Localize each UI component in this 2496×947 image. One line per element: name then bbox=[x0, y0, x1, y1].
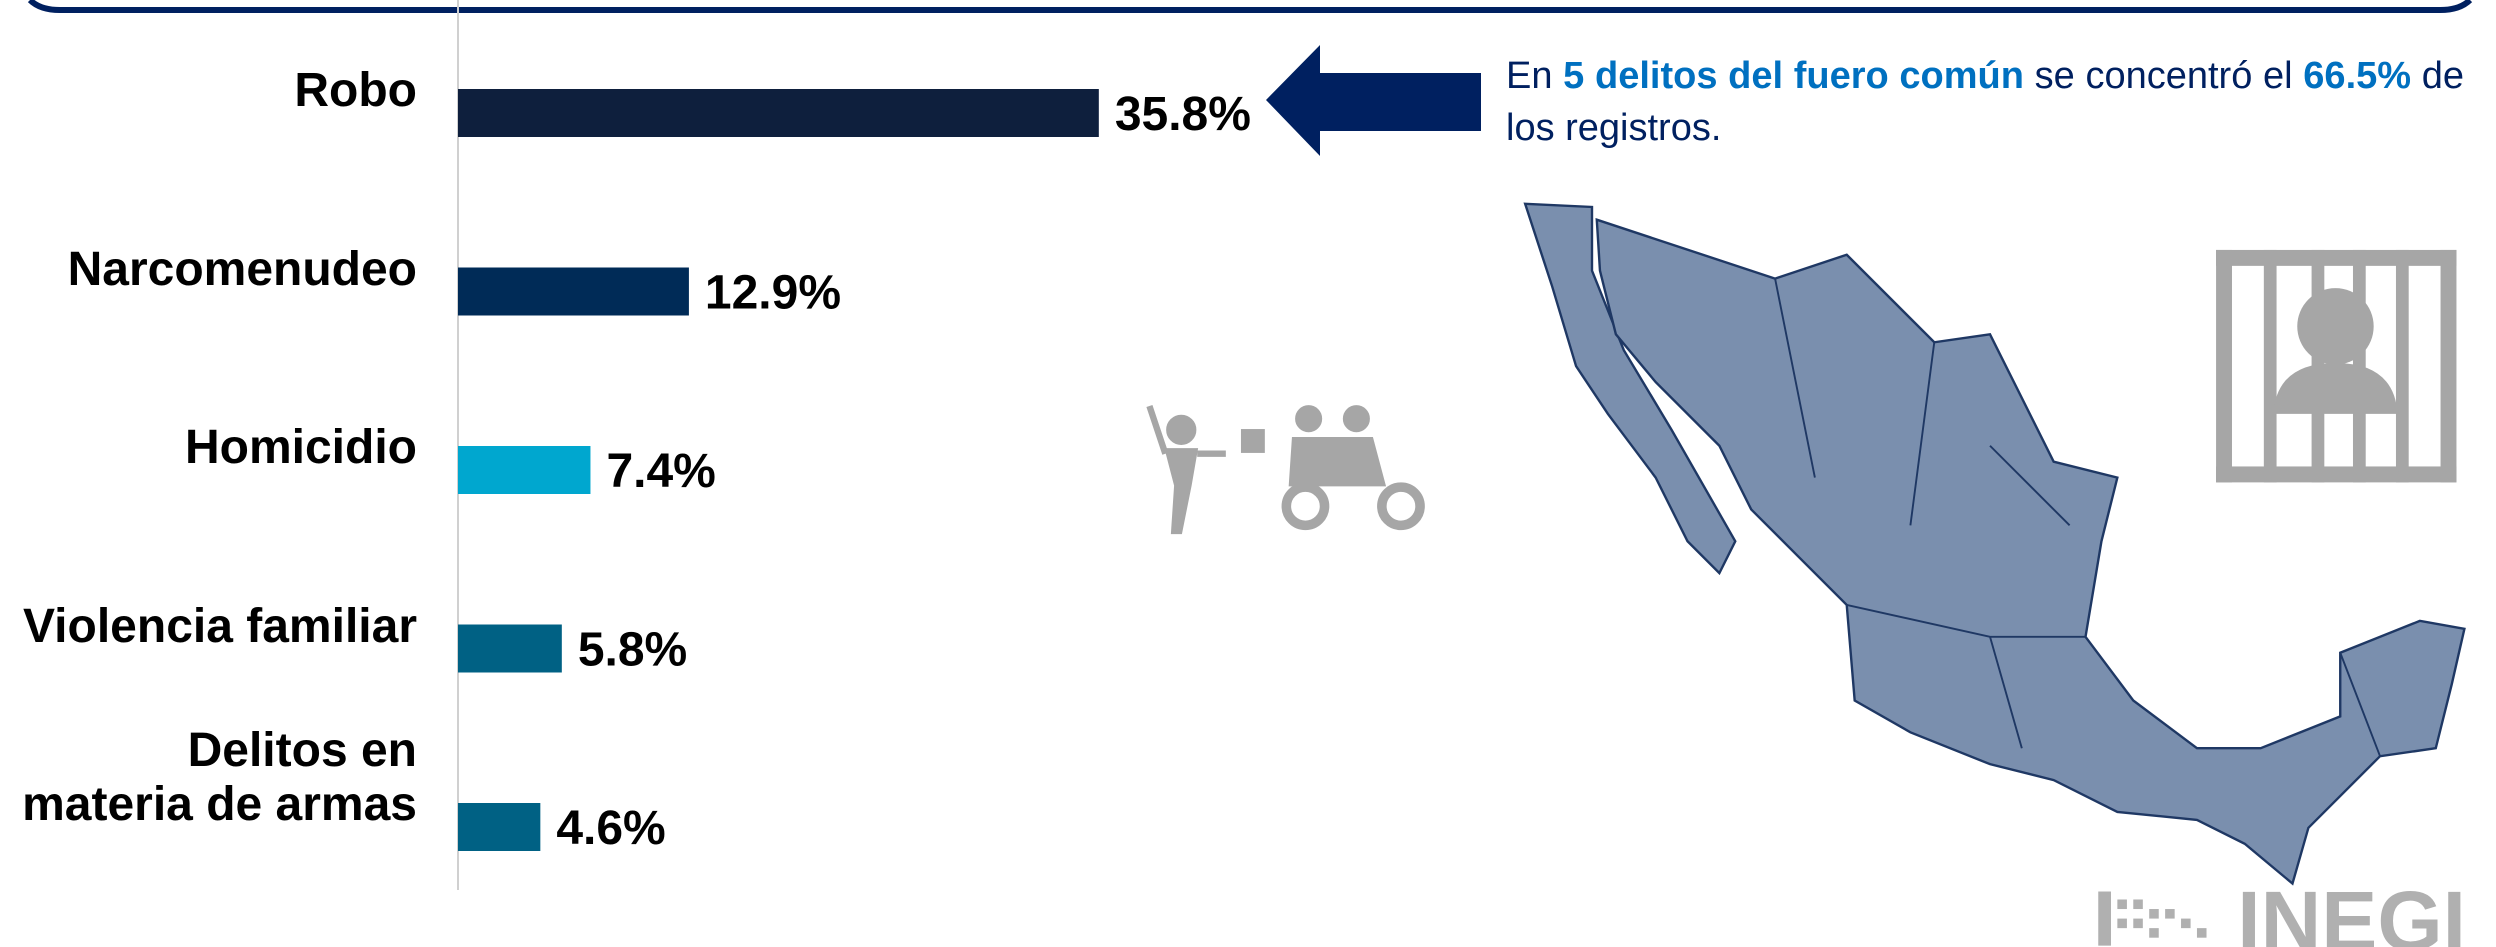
annotation-highlight: 5 delitos del fuero común bbox=[1563, 55, 2024, 97]
map bbox=[1146, 202, 2466, 946]
value-label: 4.6% bbox=[556, 802, 665, 855]
category-label: Homicidio bbox=[184, 421, 417, 474]
bar bbox=[458, 803, 541, 851]
category-label: Delitos en materia de armas bbox=[22, 724, 417, 831]
annotation-text: se concentró el bbox=[2023, 55, 2304, 97]
annotation-text: de los registros. bbox=[1506, 55, 2464, 149]
category-label: Robo bbox=[294, 64, 417, 117]
jail-icon bbox=[2216, 249, 2457, 483]
bar bbox=[458, 446, 591, 494]
bar bbox=[458, 624, 562, 673]
map-borders bbox=[1774, 278, 2381, 757]
arrow bbox=[1266, 45, 1481, 156]
value-label: 5.8% bbox=[578, 624, 687, 677]
bar bbox=[458, 89, 1099, 137]
annotation-highlight: 66.5% bbox=[2303, 55, 2412, 97]
map-baja bbox=[1523, 202, 1737, 576]
annotation: En 5 delitos del fuero común se concentr… bbox=[1506, 50, 2464, 154]
value-label: 12.9% bbox=[705, 267, 841, 320]
annotation-text: En bbox=[1506, 55, 1564, 97]
value-label: 7.4% bbox=[606, 445, 715, 498]
frame bbox=[27, 0, 2473, 13]
map-mainland bbox=[1595, 218, 2466, 886]
bar bbox=[458, 267, 689, 316]
robbery-icon bbox=[1146, 404, 1425, 535]
category-label: Violencia familiar bbox=[23, 599, 417, 653]
value-label: 35.8% bbox=[1115, 88, 1251, 141]
logo: INEGI bbox=[2237, 874, 2466, 947]
logo-dots bbox=[2098, 891, 2207, 946]
category-label: Narcomenudeo bbox=[67, 242, 417, 296]
